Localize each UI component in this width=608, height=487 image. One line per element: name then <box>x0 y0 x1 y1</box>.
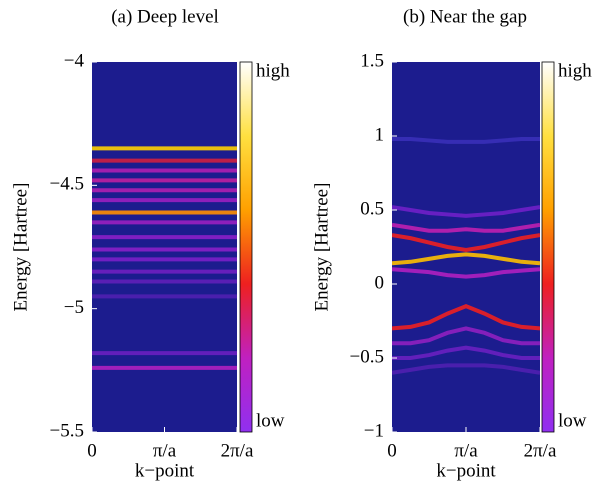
energy-band <box>392 233 540 252</box>
bands <box>392 136 540 375</box>
bands <box>92 146 237 370</box>
y-tick-label: −5 <box>64 297 84 318</box>
energy-band <box>392 363 540 375</box>
energy-band <box>392 326 540 346</box>
x-tick-label: 2π/a <box>221 440 254 461</box>
y-tick-label: −4 <box>64 50 85 71</box>
x-tick-label: 0 <box>87 440 97 461</box>
energy-band <box>392 267 540 279</box>
plot-background <box>392 62 540 432</box>
x-axis-label: k−point <box>135 460 195 481</box>
y-tick-label: 1 <box>375 124 385 145</box>
plot-background <box>92 62 237 432</box>
x-axis-label: k−point <box>436 460 496 481</box>
y-tick-label: 1.5 <box>360 50 384 71</box>
x-tick-label: 2π/a <box>524 440 557 461</box>
colorbar-high: high <box>256 60 290 81</box>
colorbar <box>239 61 253 433</box>
colorbar <box>541 61 555 433</box>
energy-band <box>392 222 540 233</box>
y-axis-label: Energy [Hartree] <box>311 183 332 312</box>
y-axis-label: Energy [Hartree] <box>10 183 31 312</box>
y-tick-label: 0 <box>375 272 385 293</box>
y-tick-label: −4.5 <box>50 174 84 195</box>
panel-title: (b) Near the gap <box>403 6 527 27</box>
energy-band <box>392 345 540 360</box>
energy-band <box>392 304 540 331</box>
y-tick-label: 0.5 <box>360 198 384 219</box>
colorbar-high: high <box>558 60 592 81</box>
x-tick-label: π/a <box>153 440 177 461</box>
x-tick-label: π/a <box>454 440 478 461</box>
panel-title: (a) Deep level <box>111 6 219 27</box>
x-tick-label: 0 <box>387 440 397 461</box>
colorbar-low: low <box>558 410 587 431</box>
energy-band <box>392 252 540 266</box>
y-tick-label: −5.5 <box>50 420 84 441</box>
colorbar-low: low <box>256 410 285 431</box>
y-tick-label: −0.5 <box>350 346 384 367</box>
y-tick-label: −1 <box>364 420 384 441</box>
energy-band <box>392 205 540 218</box>
energy-band <box>392 136 540 144</box>
